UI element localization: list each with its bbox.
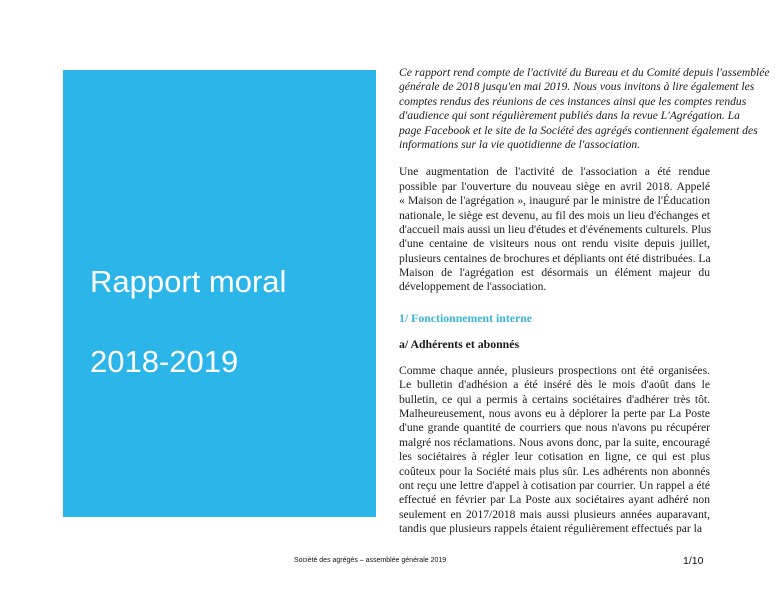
text-line: nationale, le siège est devenu, au fil d…: [399, 208, 710, 222]
text-line: tandis que plusieurs rappels étaient rég…: [399, 522, 703, 536]
text-line: d'accueil mais aussi un lieu d'études et…: [399, 222, 712, 236]
text-line: Ce rapport rend compte de l'activité du …: [399, 66, 770, 79]
text-line: Comme chaque année, plusieurs prospectio…: [399, 363, 710, 377]
text-line: comptes rendus des réunions de ces insta…: [399, 94, 747, 108]
intro-paragraph: Ce rapport rend compte de l'activité du …: [399, 66, 770, 152]
text-line: les sociétaires à régler leur cotisation…: [399, 450, 710, 464]
text-line: informations sur la vie quotidienne de l…: [399, 137, 641, 151]
text-line: plusieurs centaines de brochures et dépl…: [399, 251, 711, 265]
cover-panel: Rapport moral 2018-2019: [63, 70, 376, 517]
text-line: page Facebook et le site de la Société d…: [399, 123, 758, 137]
text-line: possible par l'ouverture du nouveau sièg…: [399, 179, 710, 193]
text-line: Une augmentation de l'activité de l'asso…: [399, 165, 710, 179]
footer-text: Société des agrégés – assemblée générale…: [294, 557, 447, 564]
paragraph-siege: Une augmentation de l'activité de l'asso…: [399, 165, 712, 295]
paragraph-adherents: Comme chaque année, plusieurs prospectio…: [399, 364, 710, 537]
page-number: 1/10: [683, 555, 704, 567]
text-line: Maison de l'agrégation est désormais un …: [399, 266, 710, 280]
text-line: d'une centaine de visiteurs nous ont ren…: [399, 237, 710, 251]
text-line: développement de l'association.: [399, 280, 547, 294]
section-heading: 1/ Fonctionnement interne: [399, 310, 533, 325]
cover-years: 2018-2019: [90, 344, 239, 379]
text-column: Ce rapport rend compte de l'activité du …: [399, 66, 770, 550]
text-line: bulletin, ce qui a permis à certains soc…: [399, 392, 710, 406]
subsection-heading: a/ Adhérents et abonnés: [399, 336, 520, 351]
text-line: « Maison de l'agrégation », inauguré par…: [399, 194, 710, 208]
cover-title: Rapport moral: [90, 264, 287, 299]
text-line: coûteux pour la Société mais plus sûr. L…: [399, 464, 710, 478]
text-line: seulement en 2017/2018 mais aussi plusie…: [399, 507, 710, 521]
text-line: générale de 2018 jusqu'en mai 2019. Nous…: [399, 80, 755, 94]
text-line: malgré nos réclamations. Nous avons donc…: [399, 435, 710, 449]
text-line: ont reçu une lettre d'appel à cotisation…: [399, 478, 710, 492]
text-line: effectué en février par La Poste aux soc…: [399, 493, 710, 507]
text-line: d'une grande quantité de courriers que n…: [399, 421, 710, 435]
text-line: d'audience qui sont régulièrement publié…: [399, 109, 740, 123]
text-line: Malheureusement, nous avons eu à déplore…: [399, 407, 710, 421]
text-line: Le bulletin d'adhésion a été inséré dès …: [399, 378, 710, 392]
